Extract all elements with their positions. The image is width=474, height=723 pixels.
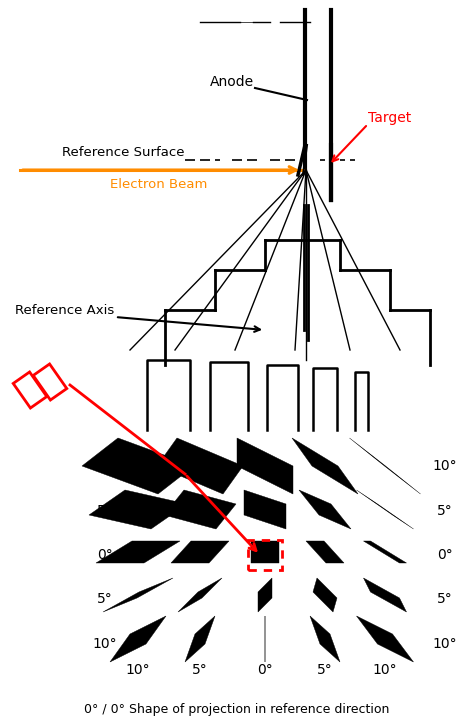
Polygon shape xyxy=(364,541,407,563)
Text: 0°: 0° xyxy=(257,663,273,677)
Text: 5°: 5° xyxy=(437,592,453,606)
Polygon shape xyxy=(299,490,351,529)
Text: Electron Beam: Electron Beam xyxy=(110,178,207,190)
Text: 0°: 0° xyxy=(437,548,453,562)
Polygon shape xyxy=(171,541,229,563)
Text: 0°: 0° xyxy=(97,548,113,562)
Polygon shape xyxy=(292,438,358,494)
Polygon shape xyxy=(237,438,293,494)
Polygon shape xyxy=(313,578,337,612)
Polygon shape xyxy=(310,616,340,662)
Polygon shape xyxy=(110,616,166,662)
Bar xyxy=(248,540,282,570)
Text: 10°: 10° xyxy=(93,637,117,651)
Text: Anode: Anode xyxy=(210,75,254,89)
Text: 5°: 5° xyxy=(97,592,113,606)
Polygon shape xyxy=(258,578,272,612)
Polygon shape xyxy=(103,578,173,612)
Text: 0° / 0° Shape of projection in reference direction: 0° / 0° Shape of projection in reference… xyxy=(84,703,390,716)
Text: Reference Axis: Reference Axis xyxy=(15,304,114,317)
Polygon shape xyxy=(306,541,344,563)
Polygon shape xyxy=(96,541,180,563)
Polygon shape xyxy=(356,490,413,529)
Text: 5°: 5° xyxy=(192,663,208,677)
Polygon shape xyxy=(349,438,420,494)
Text: 10°: 10° xyxy=(433,459,457,473)
Polygon shape xyxy=(178,578,222,612)
Polygon shape xyxy=(364,578,407,612)
Polygon shape xyxy=(251,541,279,563)
Polygon shape xyxy=(157,438,243,494)
Text: Target: Target xyxy=(368,111,411,125)
Polygon shape xyxy=(164,490,236,529)
Text: 10°: 10° xyxy=(373,663,397,677)
Polygon shape xyxy=(356,616,413,662)
Text: 5°: 5° xyxy=(317,663,333,677)
Text: 10°: 10° xyxy=(126,663,150,677)
Polygon shape xyxy=(185,616,215,662)
Text: Reference Surface: Reference Surface xyxy=(62,145,184,158)
Text: 5°: 5° xyxy=(97,504,113,518)
Text: 10°: 10° xyxy=(93,459,117,473)
Text: 5°: 5° xyxy=(437,504,453,518)
Polygon shape xyxy=(89,490,187,529)
Text: 10°: 10° xyxy=(433,637,457,651)
Polygon shape xyxy=(82,438,194,494)
Polygon shape xyxy=(244,490,286,529)
